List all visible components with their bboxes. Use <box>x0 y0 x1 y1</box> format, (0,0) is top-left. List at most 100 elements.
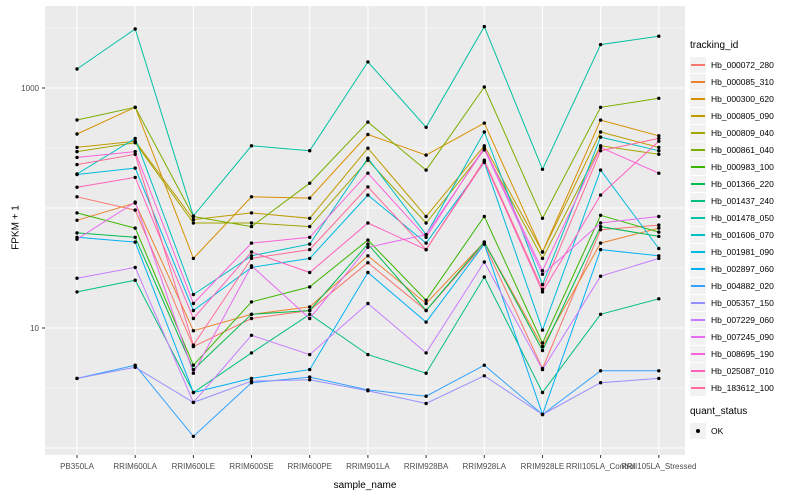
legend-key-swatch <box>690 209 706 226</box>
data-point <box>657 134 661 138</box>
legend-key-line <box>691 182 705 185</box>
legend-key-line <box>691 199 705 202</box>
legend-key-swatch <box>690 243 706 260</box>
legend-item-label: Hb_007245_090 <box>711 331 774 342</box>
data-point <box>366 245 370 249</box>
data-point <box>598 381 603 385</box>
legend-key-line <box>691 148 705 151</box>
legend-item-label: Hb_000809_040 <box>711 127 774 138</box>
legend-key-point <box>696 428 700 433</box>
data-point <box>308 352 312 357</box>
data-point <box>540 344 545 349</box>
data-point <box>598 149 603 153</box>
data-point <box>133 136 137 141</box>
data-point <box>657 246 661 251</box>
data-point <box>366 352 370 357</box>
data-point <box>598 193 603 197</box>
data-point <box>133 152 137 156</box>
data-point <box>424 214 428 219</box>
data-point <box>249 316 254 321</box>
legend-key-swatch <box>690 311 706 328</box>
legend-quant-items: OK <box>690 422 800 439</box>
data-point <box>191 400 196 405</box>
data-point <box>191 434 196 439</box>
data-point <box>540 272 545 276</box>
legend-item: Hb_000809_040 <box>690 124 800 141</box>
legend-key-swatch <box>690 226 706 243</box>
legend-item: Hb_007245_090 <box>690 328 800 345</box>
data-point <box>540 367 545 372</box>
data-point <box>249 333 254 337</box>
data-point <box>75 290 79 294</box>
legend-tracking-items: Hb_000072_280 Hb_000085_310 Hb_000300_620 H… <box>690 56 800 396</box>
data-point <box>249 256 254 261</box>
legend-title-quant-status: quant_status <box>690 406 748 417</box>
legend-item-label: Hb_004882_020 <box>711 280 774 291</box>
data-point <box>424 168 428 172</box>
data-point <box>249 195 254 199</box>
legend-item-label: Hb_008695_190 <box>711 348 774 359</box>
data-point <box>249 312 254 316</box>
data-point <box>598 168 603 172</box>
data-point <box>540 282 545 287</box>
data-point <box>424 221 428 225</box>
legend-key-line <box>691 318 705 321</box>
data-point <box>308 196 312 200</box>
data-point <box>598 247 603 252</box>
data-point <box>133 208 137 212</box>
data-point <box>598 135 603 139</box>
data-point <box>598 42 603 47</box>
x-tick-label: PB350LA <box>60 462 94 471</box>
legend-key-swatch <box>690 73 706 90</box>
data-point <box>657 254 661 258</box>
data-point <box>657 223 661 227</box>
data-point <box>424 153 428 157</box>
data-point <box>540 256 545 261</box>
data-point <box>657 139 661 143</box>
legend-item: Hb_001366_220 <box>690 175 800 192</box>
data-point <box>249 254 254 258</box>
data-point <box>191 329 196 333</box>
data-point <box>191 308 196 313</box>
data-point <box>75 155 79 160</box>
legend-item-label: Hb_005357_150 <box>711 297 774 308</box>
data-point <box>424 235 428 239</box>
legend-key-line <box>691 233 705 236</box>
data-point <box>598 221 603 225</box>
data-point <box>75 218 79 222</box>
data-point <box>308 149 312 153</box>
legend-item: Hb_000805_090 <box>690 107 800 124</box>
data-point <box>191 316 196 321</box>
legend-key-swatch <box>690 294 706 311</box>
data-point <box>482 260 486 264</box>
data-point <box>657 152 661 156</box>
data-point <box>657 136 661 141</box>
data-point <box>249 300 254 304</box>
legend-key-swatch <box>690 192 706 209</box>
data-point <box>366 254 370 258</box>
data-point <box>308 181 312 185</box>
legend-title-tracking-id: tracking_id <box>690 40 739 51</box>
data-point <box>308 285 312 289</box>
data-point <box>657 214 661 219</box>
legend-key-line <box>691 386 705 389</box>
data-point <box>657 256 661 261</box>
data-point <box>249 211 254 215</box>
legend-key-swatch <box>690 124 706 141</box>
data-point <box>75 237 79 241</box>
data-point <box>598 274 603 278</box>
data-point <box>366 60 370 64</box>
legend-item-label: Hb_007229_060 <box>711 314 774 325</box>
data-point <box>249 224 254 229</box>
legend-item: Hb_008695_190 <box>690 345 800 362</box>
data-point <box>424 125 428 129</box>
data-point <box>366 156 370 160</box>
data-point <box>133 149 137 154</box>
data-point <box>133 265 137 270</box>
x-tick-label: RRIM600PE <box>287 462 331 471</box>
x-tick-label: RRIM928LA <box>462 462 506 471</box>
legend-item-label: Hb_000861_040 <box>711 144 774 155</box>
data-point <box>366 132 370 137</box>
data-point <box>366 389 370 393</box>
legend-key-swatch <box>690 277 706 294</box>
